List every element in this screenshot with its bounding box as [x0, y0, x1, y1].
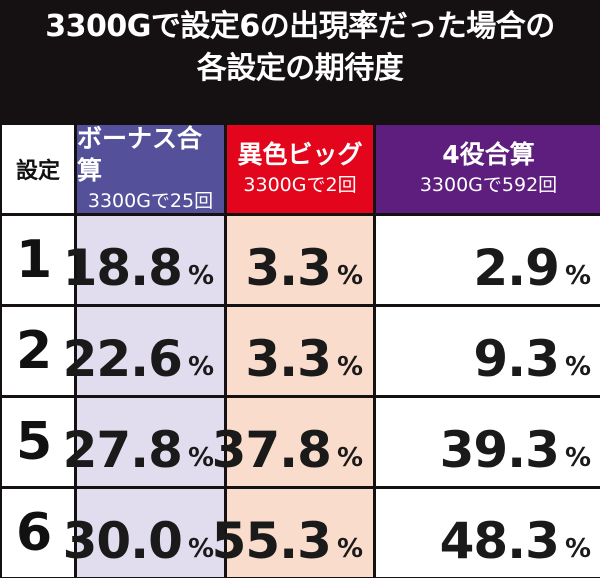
- percent-unit: %: [187, 352, 214, 382]
- header-label: 異色ビッグ: [237, 140, 363, 169]
- table-cell: 37.8%: [212, 398, 373, 486]
- percent-value: 22.6: [62, 330, 183, 388]
- header-odd-color-big: 異色ビッグ 3300Gで2回: [227, 125, 373, 213]
- percent-value: 2.9: [473, 239, 560, 297]
- table-cell: 3.3%: [227, 216, 373, 304]
- header-sub: 3300Gで592回: [419, 174, 558, 196]
- table-cell: 2.9%: [376, 216, 600, 304]
- percent-value: 18.8: [62, 239, 183, 297]
- table-cell: 27.8%: [63, 398, 224, 486]
- table-cell: 39.3%: [376, 398, 600, 486]
- title-line-1: 3300Gで設定6の出現率だった場合の: [45, 9, 555, 44]
- percent-unit: %: [564, 534, 591, 564]
- header-sub: 3300Gで25回: [87, 190, 214, 212]
- percent-value: 39.3: [439, 421, 560, 479]
- percent-value: 3.3: [245, 239, 332, 297]
- percent-unit: %: [564, 352, 591, 382]
- table-cell: 18.8%: [63, 216, 224, 304]
- header-4yaku-total: 4役合算 3300Gで592回: [376, 125, 600, 213]
- title-line-2: 各設定の期待度: [196, 51, 404, 86]
- setting-number: 2: [2, 307, 74, 395]
- header-label: 4役合算: [442, 140, 535, 169]
- table-cell: 30.0%: [63, 489, 224, 577]
- header-bonus-total: ボーナス合算 3300Gで25回: [77, 124, 224, 213]
- percent-value: 9.3: [473, 330, 560, 388]
- percent-unit: %: [336, 443, 363, 473]
- percent-unit: %: [187, 443, 214, 473]
- percent-unit: %: [336, 534, 363, 564]
- percent-value: 37.8: [211, 421, 332, 479]
- table-cell: 48.3%: [376, 489, 600, 577]
- percent-unit: %: [336, 352, 363, 382]
- percent-value: 27.8: [62, 421, 183, 479]
- header-label: ボーナス合算: [77, 124, 203, 185]
- setting-number: 5: [2, 398, 74, 486]
- table-cell: 9.3%: [376, 307, 600, 395]
- page-title: 3300Gで設定6の出現率だった場合の 各設定の期待度: [0, 6, 600, 90]
- table-cell: 55.3%: [212, 489, 373, 577]
- table-cell: 22.6%: [63, 307, 224, 395]
- table-cell: 3.3%: [227, 307, 373, 395]
- percent-value: 48.3: [439, 512, 560, 570]
- percent-unit: %: [187, 534, 214, 564]
- percent-value: 3.3: [245, 330, 332, 388]
- expectation-table: 設定 ボーナス合算 3300Gで25回 異色ビッグ 3300Gで2回 4役合算 …: [2, 124, 600, 577]
- setting-number: 1: [2, 216, 74, 304]
- percent-value: 30.0: [62, 512, 183, 570]
- header-sub: 3300Gで2回: [243, 174, 357, 196]
- percent-unit: %: [564, 261, 591, 291]
- percent-unit: %: [336, 261, 363, 291]
- percent-value: 55.3: [211, 512, 332, 570]
- percent-unit: %: [187, 261, 214, 291]
- header-setting: 設定: [2, 125, 74, 213]
- setting-number: 6: [2, 489, 74, 577]
- percent-unit: %: [564, 443, 591, 473]
